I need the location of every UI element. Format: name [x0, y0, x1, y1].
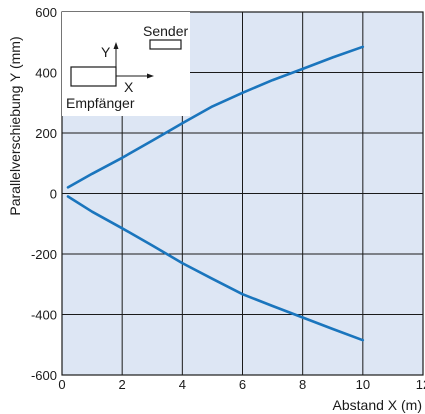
y-tick-label: 200 — [35, 126, 57, 141]
x-tick-label: 4 — [179, 377, 186, 392]
inset-x-label: X — [124, 79, 134, 95]
x-tick-label: 10 — [356, 377, 370, 392]
x-tick-label: 12 — [416, 377, 425, 392]
x-tick-label: 6 — [239, 377, 246, 392]
y-axis-label: Parallelverschiebung Y (mm) — [7, 36, 23, 215]
y-tick-label: -200 — [31, 247, 57, 262]
y-tick-label: 400 — [35, 66, 57, 81]
x-tick-label: 2 — [119, 377, 126, 392]
x-tick-label: 8 — [299, 377, 306, 392]
y-tick-labels: 600 400 200 0 -200 -400 -600 — [31, 5, 57, 383]
x-tick-labels: 0 2 4 6 8 10 12 — [58, 377, 425, 392]
inset-diagram: Sender Y X Empfänger — [62, 12, 190, 116]
y-tick-label: 600 — [35, 5, 57, 20]
x-tick-label: 0 — [58, 377, 65, 392]
inset-y-label: Y — [101, 44, 111, 60]
sender-box — [150, 40, 181, 49]
y-tick-label: 0 — [50, 187, 57, 202]
receiver-label: Empfänger — [66, 95, 135, 111]
sender-label: Sender — [143, 23, 188, 39]
y-tick-label: -600 — [31, 368, 57, 383]
y-tick-label: -400 — [31, 308, 57, 323]
receiver-box — [71, 67, 116, 86]
x-axis-label: Abstand X (m) — [333, 397, 422, 413]
